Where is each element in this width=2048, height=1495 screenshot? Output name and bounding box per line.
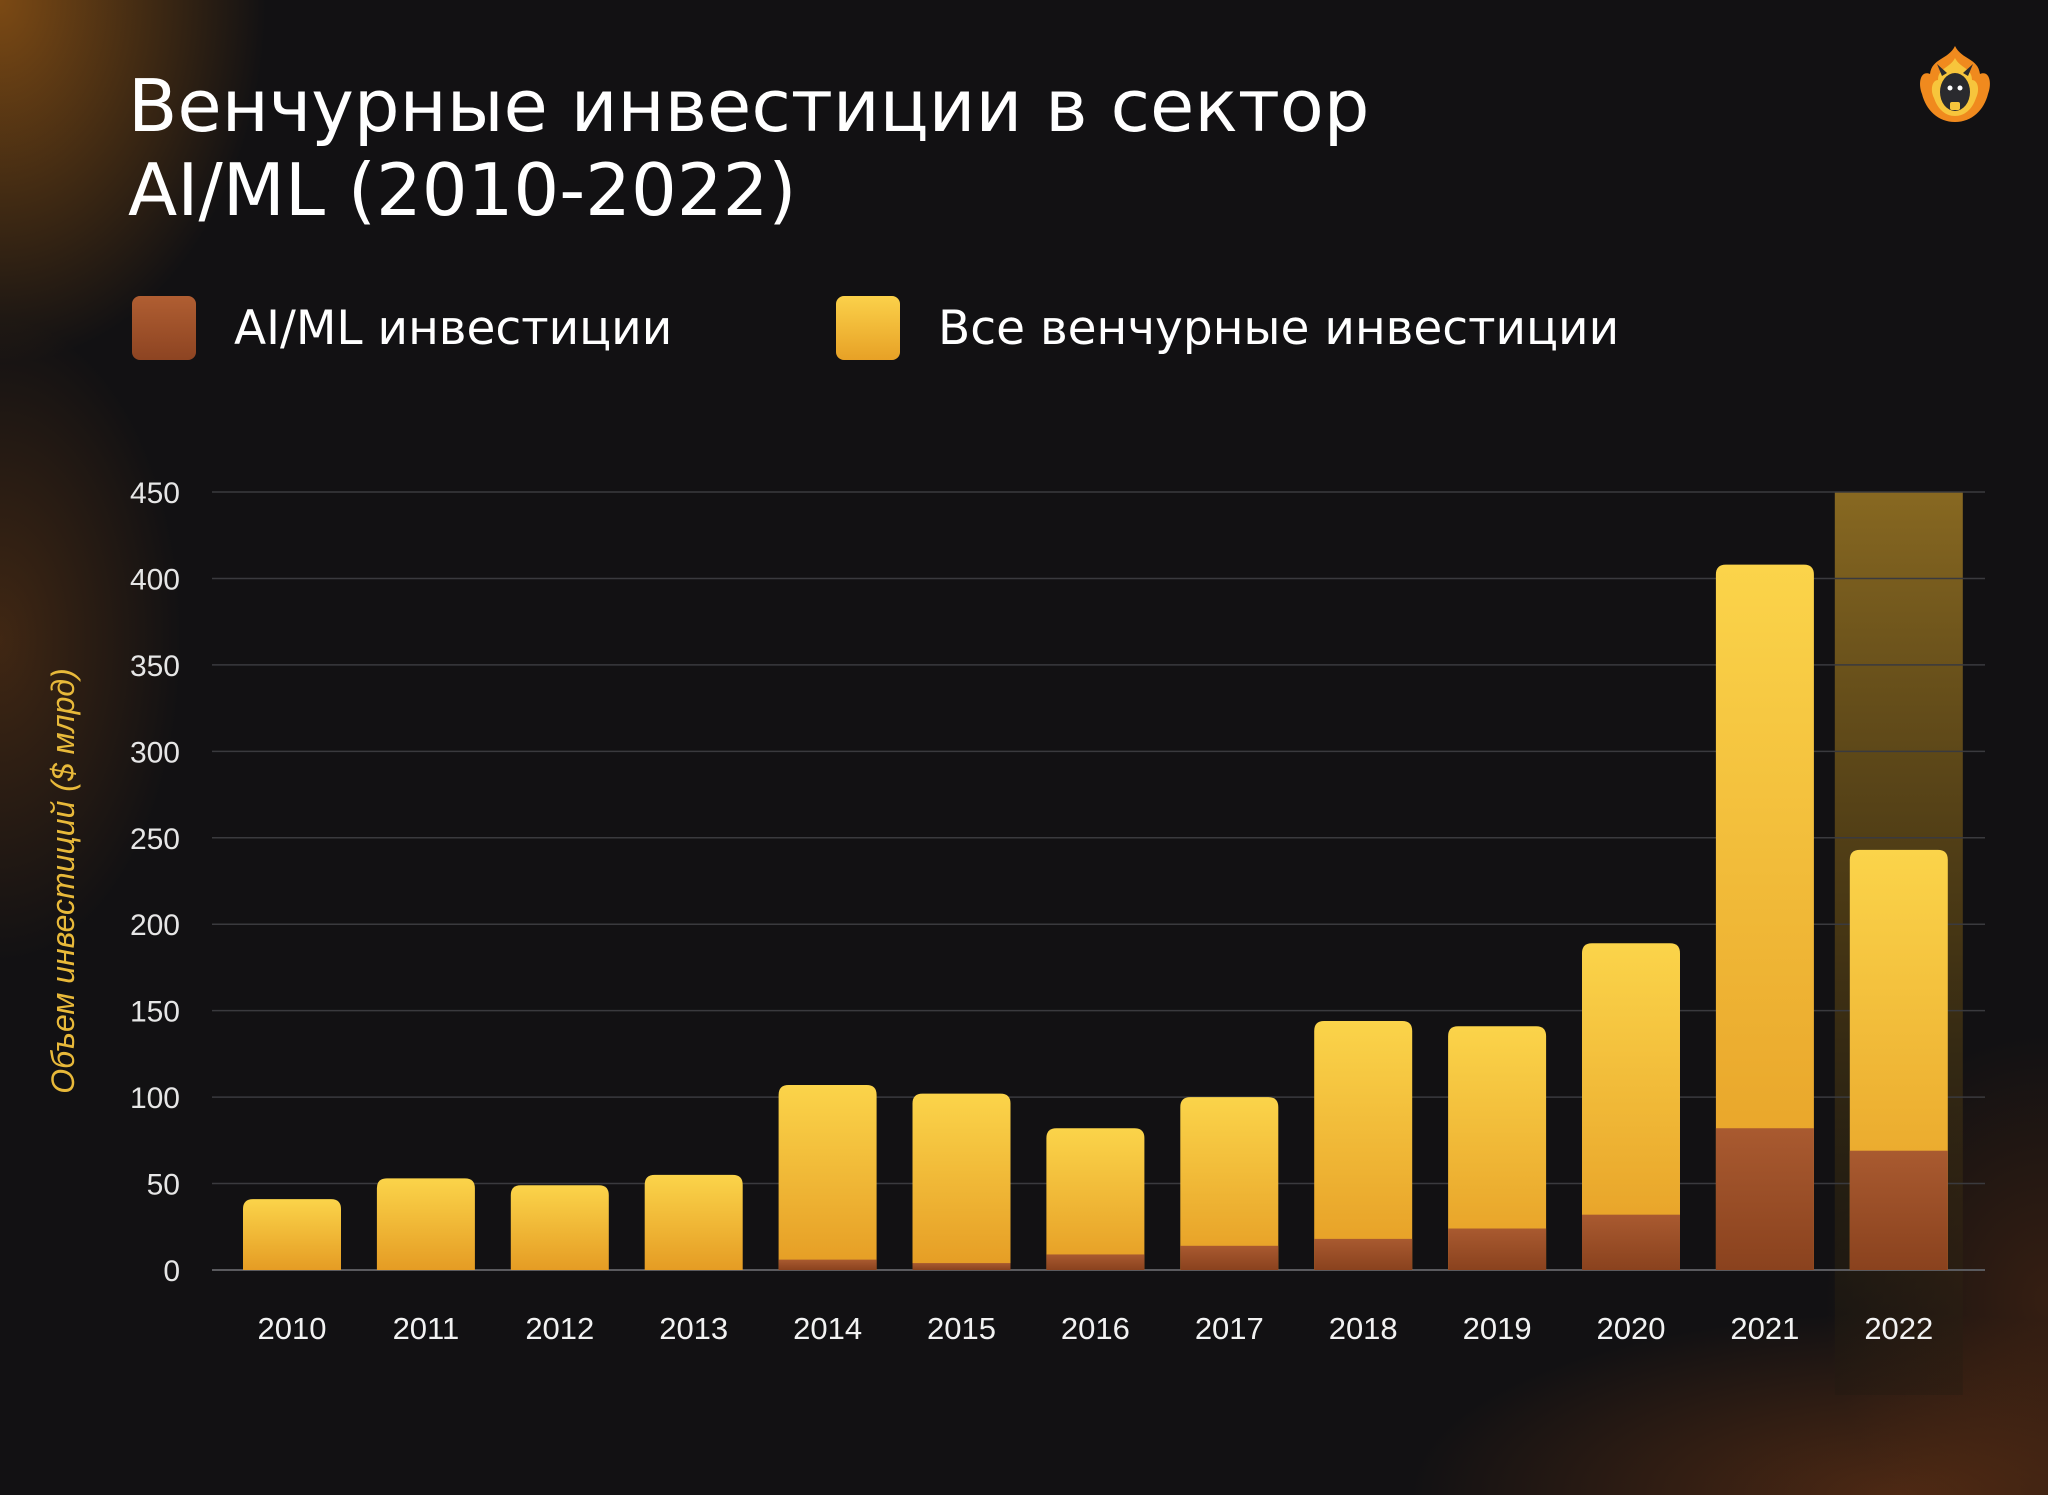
x-tick-label-2013: 2013	[659, 1311, 728, 1346]
bar-ai-ml-2022	[1849, 1150, 1948, 1270]
y-tick-label-0: 0	[163, 1255, 180, 1288]
bar-all-venture-2014	[778, 1085, 877, 1270]
legend-item-all-venture: Все венчурные инвестиции	[836, 296, 1619, 360]
y-tick-label-400: 400	[130, 563, 180, 596]
x-tick-label-2022: 2022	[1864, 1311, 1933, 1346]
bar-ai-ml-2014	[778, 1259, 877, 1270]
bar-ai-ml-2020	[1582, 1214, 1680, 1270]
bar-ai-ml-2019	[1448, 1228, 1547, 1270]
bar-ai-ml-2016	[1046, 1254, 1145, 1270]
x-tick-label-2010: 2010	[258, 1311, 327, 1346]
x-tick-label-2012: 2012	[525, 1311, 594, 1346]
x-tick-label-2016: 2016	[1061, 1311, 1130, 1346]
legend-swatch-ai-ml	[132, 296, 196, 360]
y-tick-label-150: 150	[130, 996, 180, 1029]
chart-title-line-2: AI/ML (2010-2022)	[128, 148, 797, 232]
legend-label-ai-ml: AI/ML инвестиции	[234, 300, 673, 356]
y-tick-label-300: 300	[130, 736, 180, 769]
bar-all-venture-2021	[1715, 564, 1814, 1270]
bar-all-venture-2011	[376, 1178, 475, 1270]
y-tick-label-450: 450	[130, 477, 180, 510]
x-tick-label-2018: 2018	[1329, 1311, 1398, 1346]
x-tick-label-2017: 2017	[1195, 1311, 1264, 1346]
x-tick-label-2019: 2019	[1463, 1311, 1532, 1346]
x-tick-label-2021: 2021	[1730, 1311, 1799, 1346]
chart-title-line-1: Венчурные инвестиции в сектор	[128, 64, 1370, 148]
bar-all-venture-2018	[1314, 1021, 1413, 1270]
y-tick-label-250: 250	[130, 823, 180, 856]
bar-all-venture-2015	[912, 1093, 1011, 1270]
bar-ai-ml-2017	[1180, 1245, 1279, 1270]
x-tick-label-2020: 2020	[1597, 1311, 1666, 1346]
flaming-goat-mascot-logo-icon	[1920, 46, 1990, 122]
bar-ai-ml-2018	[1314, 1238, 1413, 1270]
bar-all-venture-2017	[1180, 1097, 1279, 1270]
bar-all-venture-2013	[644, 1174, 743, 1270]
bar-all-venture-2019	[1448, 1026, 1547, 1270]
bar-ai-ml-2021	[1715, 1128, 1814, 1270]
x-tick-label-2014: 2014	[793, 1311, 862, 1346]
legend-swatch-all-venture	[836, 296, 900, 360]
bar-ai-ml-2015	[912, 1263, 1011, 1270]
y-axis-label: Объем инвестиций ($ млрд)	[45, 668, 81, 1094]
bar-all-venture-2012	[510, 1185, 609, 1270]
legend-label-all-venture: Все венчурные инвестиции	[938, 300, 1620, 356]
legend-item-ai-ml: AI/ML инвестиции	[132, 296, 672, 360]
chart-title: Венчурные инвестиции в сектор AI/ML (201…	[128, 64, 1628, 232]
y-tick-label-100: 100	[130, 1082, 180, 1115]
x-tick-label-2011: 2011	[393, 1311, 460, 1346]
bar-all-venture-2020	[1582, 943, 1680, 1270]
y-tick-label-50: 50	[147, 1169, 180, 1202]
x-tick-label-2015: 2015	[927, 1311, 996, 1346]
y-tick-label-200: 200	[130, 909, 180, 942]
bar-all-venture-2010	[243, 1199, 341, 1270]
y-tick-label-350: 350	[130, 650, 180, 683]
bar-all-venture-2016	[1046, 1128, 1145, 1270]
